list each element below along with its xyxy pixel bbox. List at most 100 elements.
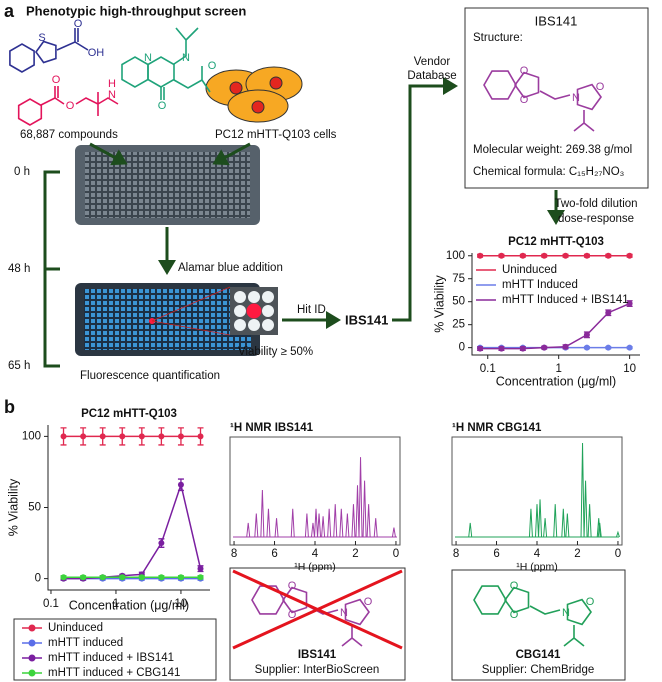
point [197, 433, 204, 440]
legend-marker [28, 624, 36, 632]
peak [615, 530, 620, 538]
series-line [63, 481, 202, 580]
point [80, 574, 87, 581]
label: 68,887 compounds [20, 129, 118, 141]
peak [327, 508, 332, 538]
point [197, 565, 204, 572]
peak [468, 522, 473, 538]
point [158, 574, 165, 581]
time: 65 h [8, 360, 30, 372]
step: Alamar blue addition [178, 262, 283, 274]
supplier: Supplier: InterBioScreen [255, 664, 380, 676]
molecule-ring [576, 83, 602, 111]
x-tick-label: 6 [493, 548, 499, 560]
peak [290, 508, 295, 538]
point [541, 344, 548, 351]
atom-label: O [208, 60, 217, 72]
atom-label: H [108, 78, 116, 90]
panel-label: b [4, 397, 15, 417]
x-tick-label: 2 [574, 548, 580, 560]
compound-name: IBS141 [298, 649, 337, 661]
y-tick-label: 100 [22, 430, 41, 442]
point [626, 300, 633, 307]
molecule-ring [514, 71, 540, 99]
compound-name: CBG141 [516, 649, 561, 661]
axis [471, 253, 640, 356]
peak [391, 527, 396, 538]
hit: IBS141 [345, 312, 388, 327]
molecule-ring [344, 598, 370, 626]
x-tick-label: 6 [271, 548, 277, 560]
point [477, 252, 484, 259]
wells [234, 291, 274, 331]
legend-label: mHTT induced [48, 637, 123, 649]
peak [528, 508, 533, 538]
atom-label: O [52, 74, 61, 86]
zoom-line [151, 286, 231, 322]
arrow [89, 142, 128, 166]
y-tick-label: 50 [28, 502, 41, 514]
molecule-ring [504, 586, 530, 614]
atom-label: O [288, 609, 297, 621]
point [158, 540, 165, 547]
x-tick-label: 10 [175, 598, 188, 610]
peak [543, 518, 548, 538]
structure-box [464, 7, 649, 189]
peak [310, 522, 315, 538]
peak [254, 513, 259, 538]
x-tick-label: 4 [312, 548, 319, 560]
label: Database [407, 70, 456, 82]
point [177, 481, 184, 488]
peak [535, 504, 539, 538]
y-axis-label: % Viability [432, 275, 446, 333]
atom-label: N [572, 92, 580, 104]
molecule-ring [35, 40, 57, 64]
x-tick-label: 10 [623, 363, 636, 375]
point [498, 252, 505, 259]
point [177, 433, 184, 440]
x-tick-label: 1 [555, 363, 561, 375]
label: Vendor [414, 56, 451, 68]
peak [304, 513, 309, 538]
plate-wells [84, 289, 251, 350]
peak [351, 504, 356, 538]
legend-label: Uninduced [502, 264, 557, 276]
legend-marker [28, 669, 36, 677]
chart-title: ¹H NMR CBG141 [452, 422, 542, 434]
point [583, 252, 590, 259]
atom-label: O [510, 580, 519, 592]
panel-label: a [4, 1, 15, 21]
atom-label: S [38, 32, 45, 44]
y-tick-label: 50 [452, 296, 465, 308]
legend-marker [28, 654, 36, 662]
atom-label: O [66, 100, 75, 112]
x-axis-label: ¹H (ppm) [516, 561, 557, 573]
peak [274, 518, 279, 538]
x-tick-label: 0.1 [43, 598, 59, 610]
point [138, 433, 145, 440]
cells [205, 66, 303, 123]
plate-wells [85, 152, 250, 218]
atom-label: OH [88, 47, 105, 59]
layout [43, 7, 649, 681]
molecule-ring [483, 70, 517, 100]
atom-label: N [182, 52, 190, 64]
molecule-bond [56, 28, 89, 51]
peak [583, 480, 588, 538]
label: dose-response [558, 213, 634, 225]
atom-label: O [520, 94, 529, 106]
atom-label: O [596, 81, 605, 93]
molecule-ring [282, 586, 308, 614]
legend-label: mHTT induced + CBG141 [48, 667, 180, 679]
label: Structure: [473, 32, 523, 44]
atom-label: N [562, 607, 570, 619]
y-tick-label: 75 [452, 273, 465, 285]
peak [553, 504, 558, 538]
molecule-bond [539, 90, 595, 132]
peak [587, 504, 592, 538]
x-tick-label: 0 [615, 548, 621, 560]
hit-well-zoom [246, 303, 262, 319]
x-axis-label: ¹H (ppm) [294, 561, 335, 573]
label: Molecular weight: 269.38 g/mol [473, 144, 632, 156]
molecule-ring [17, 98, 43, 126]
